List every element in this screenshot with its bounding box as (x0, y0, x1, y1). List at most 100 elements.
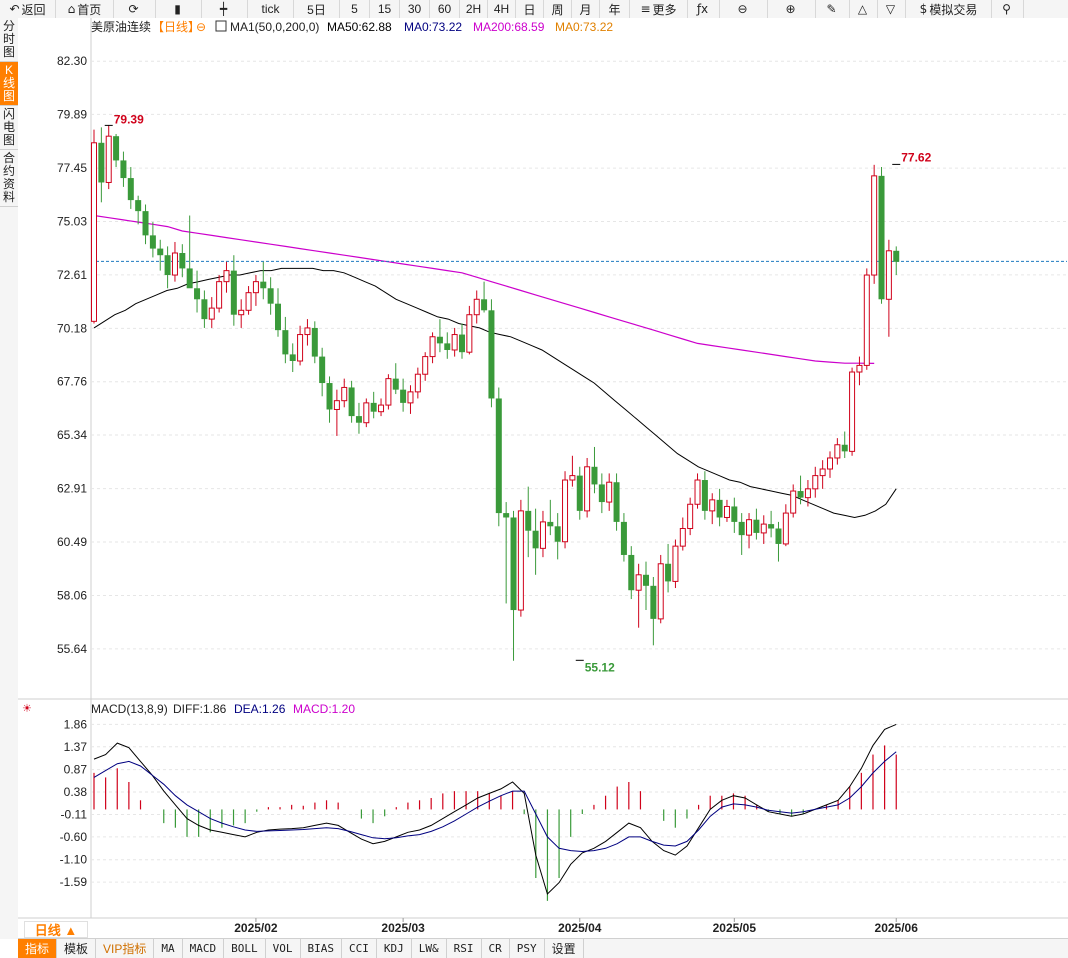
candle-body (620, 521, 627, 555)
candlestick-icon: ┿ (219, 2, 228, 16)
candle-body (841, 444, 848, 452)
period-8-button[interactable]: 15 (370, 0, 400, 18)
triangle-down-button[interactable]: ▽ (878, 0, 906, 18)
candle-body (385, 378, 392, 406)
side-tabs: 分时图 K线图 闪电图 合约资料 (0, 18, 19, 939)
period-14-button[interactable]: 周 (544, 0, 572, 18)
candle-body (348, 387, 355, 417)
settings-circle-icon: ⊖ (196, 20, 206, 34)
side-tab-2[interactable]: 闪电图 (0, 106, 18, 150)
side-tab-1[interactable]: K线图 (0, 62, 18, 106)
dea-legend: DEA:1.26 (234, 702, 286, 716)
candle-body (341, 386, 348, 402)
refresh-icon: ⟳ (128, 2, 139, 16)
zoom-in-button[interactable]: ⊕ (768, 0, 816, 18)
candle-body (370, 402, 377, 412)
indicator-tab-1[interactable]: 模板 (57, 939, 97, 958)
candle-body (584, 466, 591, 512)
bar-chart-icon: ▮ (174, 2, 181, 16)
indicator-tab-6[interactable]: VOL (266, 939, 301, 958)
diff-legend: DIFF:1.86 (173, 702, 227, 716)
candle-body (701, 480, 708, 511)
toolbar-label: tick (261, 2, 280, 16)
candle-body (319, 356, 326, 384)
chart-background (18, 18, 1068, 938)
indicator-tab-2[interactable]: VIP指标 (96, 939, 155, 958)
indicator-tab-9[interactable]: KDJ (377, 939, 412, 958)
candle-body (392, 378, 399, 390)
indicator-tab-10[interactable]: LW& (412, 939, 447, 958)
indicator-tab-3[interactable]: MA (154, 939, 183, 958)
period-6-button[interactable]: 5日 (294, 0, 340, 18)
period-13-button[interactable]: 日 (516, 0, 544, 18)
candle-body (760, 523, 767, 534)
period-11-button[interactable]: 2H (460, 0, 488, 18)
triangle-up-button[interactable]: △ (850, 0, 878, 18)
recent-high-label: 77.62 (901, 150, 931, 164)
period-12-button[interactable]: 4H (488, 0, 516, 18)
candle-body (650, 585, 657, 619)
candle-body (252, 281, 259, 294)
toolbar-label: 模拟交易 (929, 2, 978, 17)
pen-button[interactable]: ✎ (816, 0, 850, 18)
dollar-icon: $ (919, 2, 928, 16)
ma200-legend: MA200:68.59 (473, 20, 545, 34)
candlestick-button[interactable]: ┿ (202, 0, 248, 18)
pen-icon: ✎ (826, 2, 837, 16)
indicator-tab-5[interactable]: BOLL (224, 939, 266, 958)
candle-body (723, 505, 730, 518)
period-9-button[interactable]: 30 (400, 0, 430, 18)
candle-body (481, 299, 488, 311)
indicator-tab-4[interactable]: MACD (183, 939, 225, 958)
candle-body (216, 281, 223, 309)
period-5-button[interactable]: tick (248, 0, 294, 18)
candle-body (635, 574, 642, 591)
y-tick-label: 62.91 (57, 482, 87, 496)
low-label: 55.12 (585, 660, 615, 674)
indicator-tab-7[interactable]: BIAS (301, 939, 342, 958)
candle-body (679, 528, 686, 547)
period-10-button[interactable]: 60 (430, 0, 460, 18)
candle-body (267, 288, 274, 304)
toolbar-label: 5 (351, 2, 358, 16)
dollar-button[interactable]: $ 模拟交易 (906, 0, 992, 18)
instrument-name: 美原油连续 (91, 19, 151, 34)
x-tick-label: 2025/02 (234, 921, 278, 935)
candle-body (120, 160, 127, 179)
side-tab-3[interactable]: 合约资料 (0, 150, 18, 207)
period-7-button[interactable]: 5 (340, 0, 370, 18)
back-arrow-button[interactable]: ↶ 返回 (0, 0, 56, 18)
candle-body (149, 235, 156, 249)
candle-body (885, 250, 892, 300)
candle-body (554, 526, 561, 542)
indicator-tab-13[interactable]: PSY (510, 939, 545, 958)
toolbar-label: 周 (551, 2, 564, 17)
candle-body (304, 327, 311, 336)
indicator-tab-11[interactable]: RSI (447, 939, 482, 958)
candle-body (466, 314, 473, 353)
candle-body (716, 499, 723, 518)
candle-body (289, 354, 296, 361)
candle-body (407, 391, 414, 404)
indicator-tab-8[interactable]: CCI (342, 939, 377, 958)
function-button[interactable]: ƒx (688, 0, 720, 18)
search-button[interactable]: ⚲ (992, 0, 1024, 18)
candle-body (363, 402, 370, 424)
refresh-button[interactable]: ⟳ (114, 0, 156, 18)
side-tab-0[interactable]: 分时图 (0, 18, 18, 62)
menu-button[interactable]: ≡ 更多 (630, 0, 688, 18)
indicator-tab-14[interactable]: 设置 (545, 939, 584, 958)
candle-body (473, 298, 480, 316)
bar-chart-button[interactable]: ▮ (156, 0, 202, 18)
period-button[interactable]: 日线 ▲ (24, 921, 88, 938)
toolbar-label: 15 (377, 2, 392, 16)
zoom-out-button[interactable]: ⊖ (720, 0, 768, 18)
indicator-tab-0[interactable]: 指标 (18, 939, 58, 958)
macd-y-tick-label: -1.59 (60, 875, 88, 889)
indicator-tab-12[interactable]: CR (482, 939, 510, 958)
period-15-button[interactable]: 月 (572, 0, 600, 18)
function-icon: ƒx (696, 2, 709, 16)
period-16-button[interactable]: 年 (600, 0, 630, 18)
toolbar-label: 返回 (21, 2, 46, 17)
home-button[interactable]: ⌂ 首页 (56, 0, 114, 18)
